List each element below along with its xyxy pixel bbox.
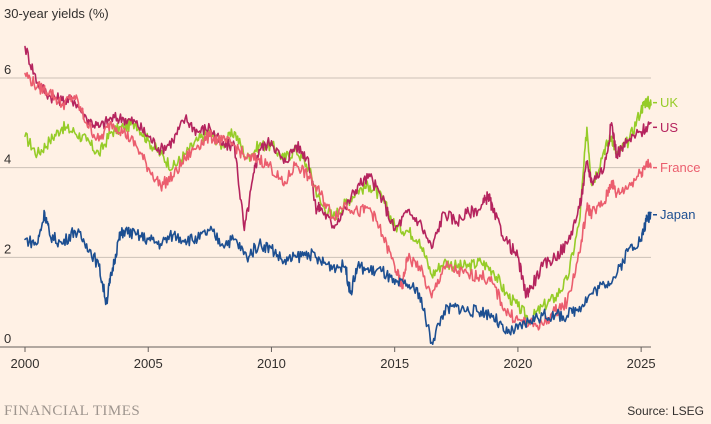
series-label-france: France — [660, 160, 700, 175]
series-label-us: US — [660, 120, 678, 135]
x-tick-label: 2020 — [503, 356, 532, 371]
gridlines — [0, 77, 651, 348]
x-tick-label: 2025 — [627, 356, 656, 371]
publisher-logo: FINANCIAL TIMES — [4, 403, 140, 419]
y-tick-label: 4 — [4, 152, 11, 167]
series-line-japan — [24, 209, 652, 345]
chart-title: 30-year yields (%) — [4, 6, 109, 21]
series-line-us — [24, 45, 652, 299]
series-line-uk — [24, 95, 652, 325]
x-tick-label: 2010 — [257, 356, 286, 371]
y-tick-label: 6 — [4, 62, 11, 77]
source-note: Source: LSEG — [627, 404, 704, 418]
series-lines — [24, 45, 652, 345]
x-tick-label: 2015 — [380, 356, 409, 371]
x-tick-label: 2005 — [134, 356, 163, 371]
series-line-france — [24, 71, 652, 331]
x-tick-label: 2000 — [11, 356, 40, 371]
series-label-japan: Japan — [660, 207, 695, 222]
axis-ticks: 0 2 4 6 2000 2005 2010 2015 2020 2025 — [4, 62, 656, 371]
y-tick-label: 0 — [4, 331, 11, 346]
series-label-uk: UK — [660, 95, 678, 110]
y-tick-label: 2 — [4, 241, 11, 256]
series-labels: UK US France Japan — [653, 95, 700, 222]
